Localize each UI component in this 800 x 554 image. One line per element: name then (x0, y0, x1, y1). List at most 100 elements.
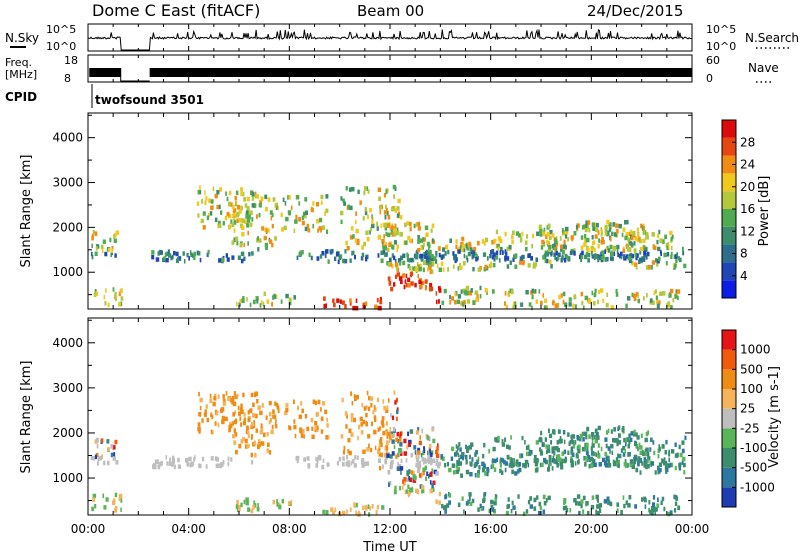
heatmap-cell (92, 493, 97, 499)
heatmap-cell (551, 446, 555, 451)
heatmap-cell (669, 510, 673, 515)
heatmap-cell (350, 413, 354, 418)
heatmap-cell (469, 461, 473, 466)
heatmap-cell (526, 234, 528, 239)
heatmap-cell (245, 429, 249, 435)
heatmap-cell (497, 435, 500, 441)
heatmap-cell (441, 300, 445, 306)
heatmap-cell (512, 304, 516, 310)
heatmap-cell (555, 236, 558, 241)
heatmap-cell (256, 299, 259, 304)
heatmap-cell (253, 392, 257, 398)
heatmap-cell (613, 232, 617, 237)
heatmap-cell (616, 228, 619, 234)
heatmap-cell (594, 288, 597, 294)
heatmap-cell (473, 253, 476, 258)
heatmap-cell (484, 470, 487, 476)
heatmap-cell (483, 492, 486, 497)
colorbar-segment (722, 137, 736, 156)
heatmap-cell (296, 455, 300, 461)
heatmap-cell (353, 463, 357, 468)
heatmap-cell (591, 432, 595, 437)
heatmap-cell (357, 189, 360, 195)
heatmap-cell (353, 417, 356, 423)
heatmap-cell (407, 277, 411, 283)
heatmap-cell (421, 457, 424, 462)
heatmap-cell (570, 450, 574, 455)
heatmap-cell (668, 449, 670, 455)
heatmap-cell (657, 453, 660, 459)
heatmap-cell (460, 289, 463, 294)
heatmap-cell (231, 240, 235, 245)
heatmap-cell (509, 260, 512, 265)
heatmap-cell (513, 458, 515, 463)
heatmap-cell (460, 473, 463, 478)
heatmap-cell (247, 417, 251, 423)
heatmap-cell (657, 233, 660, 239)
heatmap-cell (394, 228, 397, 233)
heatmap-cell (186, 252, 189, 258)
heatmap-cell (585, 450, 589, 456)
heatmap-cell (253, 500, 256, 505)
heatmap-cell (432, 260, 435, 266)
heatmap-cell (444, 509, 447, 514)
heatmap-cell (608, 225, 612, 230)
xtick-label: 20:00 (574, 522, 609, 536)
heatmap-cell (655, 258, 658, 263)
heatmap-cell (598, 238, 601, 243)
heatmap-cell (247, 241, 249, 246)
heatmap-cell (623, 437, 626, 443)
heatmap-cell (606, 230, 610, 236)
heatmap-cell (383, 234, 385, 239)
heatmap-cell (484, 264, 488, 270)
heatmap-cell (426, 254, 429, 260)
heatmap-cell (324, 253, 327, 259)
heatmap-cell (214, 193, 218, 199)
heatmap-cell (635, 444, 639, 449)
heatmap-cell (208, 198, 211, 203)
heatmap-cell (580, 254, 584, 260)
heatmap-cell (271, 242, 274, 248)
heatmap-cell (432, 458, 436, 463)
heatmap-cell (406, 471, 410, 477)
heatmap-cell (240, 502, 243, 508)
heatmap-cell (492, 262, 496, 268)
heatmap-cell (173, 464, 176, 470)
heatmap-cell (390, 463, 393, 468)
heatmap-cell (585, 252, 589, 257)
heatmap-cell (402, 260, 406, 266)
heatmap-cell (157, 251, 160, 256)
heatmap-cell (515, 231, 520, 236)
heatmap-cell (396, 227, 399, 233)
heatmap-cell (379, 442, 383, 447)
heatmap-cell (432, 480, 436, 486)
colorbar-tick-label: 4 (740, 269, 748, 283)
heatmap-cell (369, 396, 374, 401)
heatmap-cell (242, 420, 246, 426)
heatmap-cell (229, 224, 232, 229)
heatmap-cell (477, 267, 481, 272)
heatmap-cell (96, 444, 99, 449)
heatmap-cell (95, 437, 99, 443)
heatmap-cell (461, 247, 464, 253)
heatmap-cell (517, 494, 520, 499)
heatmap-cell (228, 201, 231, 207)
heatmap-cell (666, 252, 670, 257)
heatmap-cell (563, 449, 567, 455)
heatmap-cell (100, 438, 104, 443)
heatmap-cell (450, 456, 454, 461)
heatmap-cell (442, 247, 446, 252)
heatmap-cell (293, 228, 296, 233)
heatmap-cell (545, 234, 548, 239)
heatmap-cell (416, 261, 419, 267)
heatmap-cell (467, 499, 470, 504)
heatmap-cell (315, 463, 318, 468)
heatmap-cell (414, 282, 417, 288)
heatmap-cell (491, 239, 495, 245)
heatmap-cell (281, 227, 284, 232)
heatmap-cell (584, 447, 587, 452)
heatmap-cell (451, 446, 455, 452)
heatmap-cell (318, 399, 321, 405)
heatmap-cell (528, 302, 532, 307)
heatmap-cell (628, 439, 631, 445)
